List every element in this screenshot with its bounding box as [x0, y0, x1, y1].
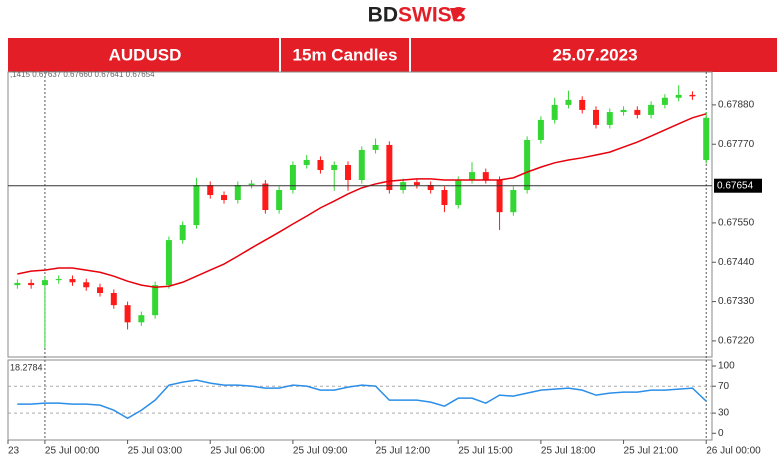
- x-tick-label: 23: [8, 446, 20, 457]
- candle-body: [496, 179, 503, 213]
- x-tick-label: 26 Jul 00:00: [706, 446, 761, 457]
- price-box: [714, 178, 762, 193]
- candle-body: [634, 109, 641, 115]
- candle-body: [703, 117, 710, 160]
- candle-body: [289, 164, 296, 191]
- candle-body: [358, 149, 365, 180]
- header-bar: [8, 38, 777, 72]
- x-tick-label: 25 Jul 06:00: [210, 446, 265, 457]
- x-tick-label: 25 Jul 03:00: [128, 446, 183, 457]
- candle-body: [620, 109, 627, 113]
- candle-body: [413, 182, 420, 185]
- candle-body: [524, 139, 531, 191]
- candle-body: [579, 99, 586, 110]
- price-pane: [7, 71, 713, 358]
- candle-body: [262, 183, 269, 211]
- candle-body: [565, 99, 572, 105]
- candle-body: [592, 109, 599, 125]
- candle-body: [648, 104, 655, 115]
- y-tick-label: 0: [718, 428, 724, 439]
- indicator-line: [17, 379, 707, 420]
- candle-body: [193, 184, 200, 226]
- candle-body: [386, 144, 393, 191]
- candle-body: [606, 112, 613, 125]
- y-tick-label: 0.67330: [718, 296, 755, 307]
- y-tick-label: 0.67440: [718, 257, 755, 268]
- candle-body: [537, 119, 544, 140]
- y-tick-label: 70: [718, 381, 730, 392]
- candle-body: [441, 190, 448, 206]
- candle-body: [551, 104, 558, 120]
- x-tick-label: 25 Jul 15:00: [458, 446, 513, 457]
- indicator-label: 18.2784: [10, 362, 43, 372]
- candle-body: [221, 195, 228, 201]
- candle-body: [689, 94, 696, 97]
- header-cell: AUDUSD: [109, 45, 182, 64]
- candle-body: [83, 282, 90, 288]
- candle-body: [14, 282, 21, 286]
- candle-body: [276, 190, 283, 211]
- candle-body: [165, 240, 172, 286]
- candle-body: [41, 280, 48, 286]
- x-tick-label: 25 Jul 18:00: [541, 446, 596, 457]
- candle-body: [55, 279, 62, 281]
- candle-body: [124, 305, 131, 323]
- y-tick-label: 0.67550: [718, 218, 755, 229]
- candle-body: [28, 282, 35, 286]
- ohlc-text: ,1415 0.67637 0.67660 0.67641 0.67654: [10, 70, 155, 79]
- candle-body: [482, 172, 489, 180]
- moving-average: [17, 113, 707, 289]
- candle-body: [207, 184, 214, 196]
- logo-part: BD: [368, 4, 398, 27]
- logo-arrow: [450, 8, 466, 22]
- logo-part: SWISS: [398, 4, 466, 27]
- header-cell: 15m Candles: [293, 45, 398, 64]
- candle-body: [331, 164, 338, 170]
- candle-body: [303, 159, 310, 165]
- candle-body: [138, 315, 145, 323]
- candle-body: [110, 292, 117, 306]
- x-tick-label: 25 Jul 09:00: [293, 446, 348, 457]
- candle-body: [675, 94, 682, 98]
- x-tick-label: 25 Jul 00:00: [45, 446, 100, 457]
- y-tick-label: 0.67880: [718, 100, 755, 111]
- candle-body: [152, 285, 159, 316]
- candle-body: [510, 190, 517, 213]
- indicator-pane: [7, 359, 713, 441]
- header-cell: 25.07.2023: [552, 45, 637, 64]
- candle-body: [248, 183, 255, 185]
- candle-body: [69, 279, 76, 283]
- x-tick-label: 25 Jul 12:00: [376, 446, 431, 457]
- candle-body: [234, 184, 241, 201]
- price-label: 0.67654: [717, 180, 754, 191]
- x-tick-label: 25 Jul 21:00: [624, 446, 679, 457]
- y-tick-label: 100: [718, 361, 735, 372]
- candle-body: [179, 225, 186, 241]
- y-tick-label: 30: [718, 408, 730, 419]
- y-tick-label: 0.67220: [718, 336, 755, 347]
- candle-body: [455, 179, 462, 206]
- candle-body: [661, 97, 668, 105]
- candle-body: [427, 184, 434, 191]
- candle-body: [469, 172, 476, 180]
- candle-body: [317, 159, 324, 170]
- candle-body: [372, 144, 379, 150]
- candle-body: [345, 164, 352, 180]
- y-tick-label: 0.67770: [718, 139, 755, 150]
- candle-body: [97, 287, 104, 293]
